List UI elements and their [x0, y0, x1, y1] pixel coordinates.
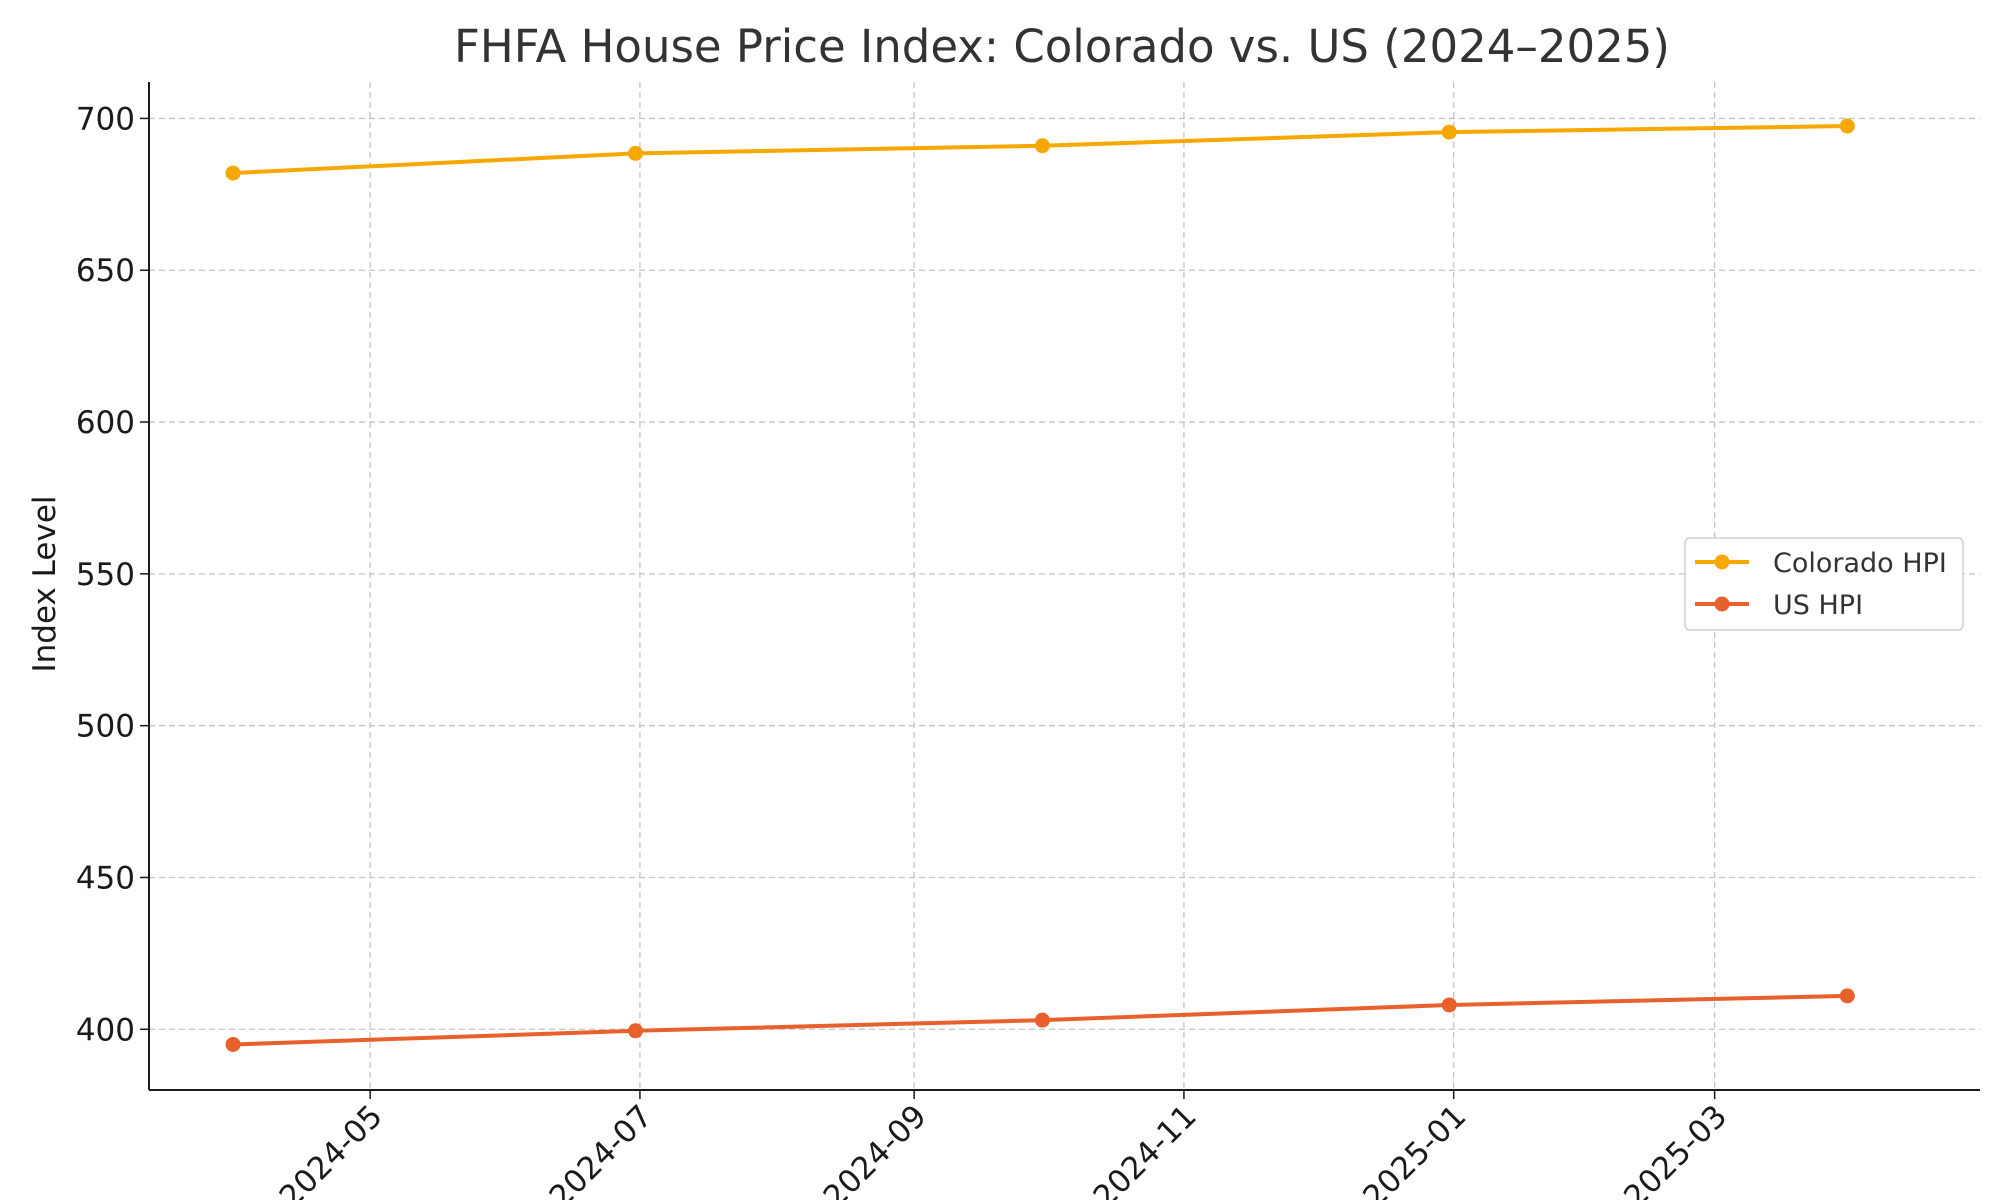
series-layer [225, 118, 1855, 1052]
us-hpi-point [1441, 997, 1457, 1013]
colorado-hpi-point [1441, 124, 1457, 140]
legend-box [1684, 537, 1964, 631]
colorado-hpi-point [225, 165, 241, 181]
x-tick-label: 2024-05 [273, 1098, 390, 1200]
chart-title: FHFA House Price Index: Colorado vs. US … [454, 20, 1670, 73]
y-axis-label: Index Level [27, 495, 63, 672]
y-tick-label: 400 [76, 1012, 135, 1048]
legend-marker-us-hpi [1714, 596, 1730, 612]
x-tick-label: 2025-03 [1617, 1098, 1734, 1200]
colorado-hpi-point [1034, 138, 1050, 154]
us-hpi-point [1839, 988, 1855, 1004]
legend-label-us-hpi: US HPI [1773, 590, 1863, 621]
us-hpi-point [225, 1036, 241, 1052]
colorado-hpi-point [627, 145, 643, 161]
y-tick-label: 700 [76, 101, 135, 137]
colorado-hpi-point [1839, 118, 1855, 134]
legend-label-colorado-hpi: Colorado HPI [1773, 548, 1947, 579]
y-tick-label: 450 [76, 860, 135, 896]
legend-marker-colorado-hpi [1714, 554, 1730, 570]
us-hpi-point [627, 1023, 643, 1039]
y-tick-label: 500 [76, 709, 135, 745]
y-tick-label: 550 [76, 557, 135, 593]
x-tick-label: 2024-11 [1087, 1098, 1204, 1200]
x-tick-label: 2024-09 [817, 1098, 934, 1200]
x-tick-label: 2024-07 [543, 1098, 660, 1200]
legend: Colorado HPI US HPI [1684, 537, 1964, 631]
axes: 400 450 500 550 600 650 700 2024-05 2024-07 2024-… [76, 82, 1980, 1200]
grid [149, 82, 1980, 1090]
y-tick-label: 600 [76, 405, 135, 441]
us-hpi-point [1034, 1012, 1050, 1028]
x-tick-label: 2025-01 [1356, 1098, 1473, 1200]
y-tick-label: 650 [76, 253, 135, 289]
